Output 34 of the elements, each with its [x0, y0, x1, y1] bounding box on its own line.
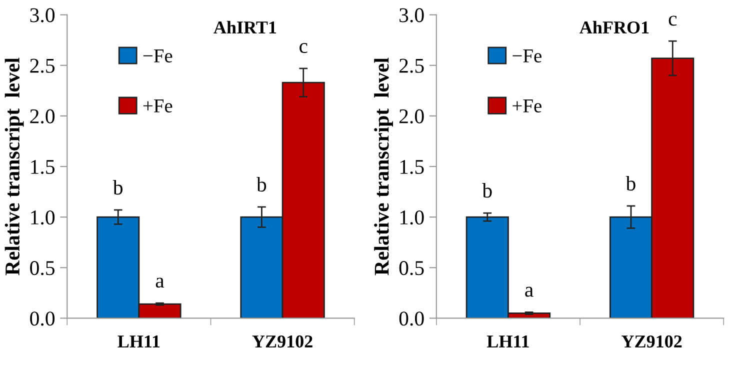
y-tick-label: 0.5 [399, 261, 424, 276]
data-label: a [525, 286, 534, 297]
y-tick-label: 3.0 [30, 8, 55, 22]
y-tick-label: 2.0 [30, 109, 55, 124]
x-tick-label: LH11 [118, 335, 160, 348]
x-tick-label: YZ9102 [252, 335, 312, 348]
y-tick-label: 0.5 [30, 261, 55, 276]
x-tick-label: LH11 [486, 335, 529, 348]
data-label: c [668, 16, 677, 26]
legend-label: −Fe [512, 50, 542, 62]
data-label: b [626, 176, 636, 191]
legend-label: −Fe [143, 50, 172, 62]
data-label: b [112, 180, 123, 195]
y-tick-label: 2.5 [399, 58, 424, 73]
y-axis-title: Relative transcript level [4, 58, 24, 276]
chart-title: AhIRT1 [214, 20, 276, 34]
data-label: b [482, 183, 492, 198]
y-tick-label: 1.5 [400, 160, 424, 174]
y-tick-label: 1.5 [31, 160, 55, 174]
legend-label: +Fe [143, 100, 172, 112]
chart-title: AhFRO1 [580, 20, 649, 34]
y-tick-label: 2.5 [30, 58, 55, 73]
x-tick-label: YZ9102 [622, 335, 682, 348]
legend-label: +Fe [512, 100, 542, 112]
y-tick-label: 0.0 [30, 312, 55, 326]
y-tick-label: 2.0 [399, 109, 424, 124]
data-label: c [300, 43, 308, 54]
data-label: a [156, 278, 164, 288]
y-tick-label: 0.0 [399, 312, 424, 326]
y-tick-label: 3.0 [400, 8, 424, 22]
data-label: b [256, 176, 266, 192]
y-tick-label: 1.0 [400, 210, 424, 225]
y-axis-title: Relative transcript level [374, 58, 394, 276]
y-tick-label: 1.0 [31, 210, 55, 225]
